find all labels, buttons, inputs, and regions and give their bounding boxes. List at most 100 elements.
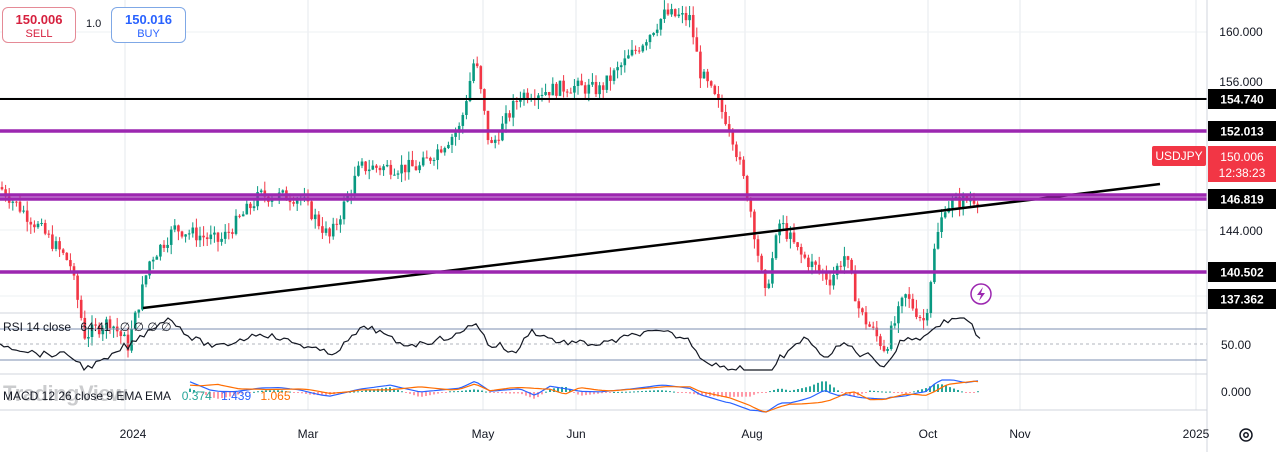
macd-histogram-bar: [933, 384, 935, 392]
time-tick-label: 2025: [1183, 427, 1210, 441]
candle-body: [119, 331, 123, 337]
macd-histogram-bar: [885, 391, 887, 393]
candle-body: [810, 261, 814, 268]
event-marker[interactable]: [970, 283, 992, 305]
macd-histogram-bar: [581, 392, 583, 396]
candle-body: [497, 139, 501, 141]
macd-histogram-bar: [537, 392, 539, 398]
macd-histogram-bar: [309, 392, 311, 395]
horizontal-levels[interactable]: [0, 98, 1207, 274]
settings-gear-icon[interactable]: [1236, 425, 1256, 445]
candle-body: [972, 200, 976, 204]
lightning-icon[interactable]: [970, 283, 992, 305]
macd-histogram-bar: [949, 387, 951, 392]
candle-body: [915, 308, 918, 317]
macd-histogram-bar: [809, 386, 811, 392]
candle-body: [472, 63, 475, 81]
candle-body: [879, 336, 882, 347]
rsi-legend[interactable]: RSI 14 close 64.41 ∅ ∅ ∅ ∅: [3, 320, 172, 334]
rsi-tick-label: 50.00: [1221, 338, 1251, 352]
macd-histogram-bar: [193, 390, 195, 392]
candle-body: [853, 273, 857, 302]
price-badge-bg: [1208, 146, 1276, 182]
candle-body: [652, 32, 655, 36]
price-tick-label: 156.000: [1219, 75, 1263, 89]
candle-body: [738, 157, 742, 160]
candle-body: [958, 197, 961, 208]
candle-body: [637, 50, 641, 52]
candle-body: [767, 283, 771, 288]
macd-histogram-bar: [297, 392, 299, 393]
macd-histogram-bar: [861, 392, 863, 394]
candle-body: [825, 272, 828, 280]
candle-body: [177, 225, 180, 232]
macd-histogram-bar: [529, 392, 531, 398]
macd-histogram-bar: [525, 392, 527, 396]
candle-body: [144, 275, 148, 285]
symbol-badge: USDJPY: [1152, 146, 1206, 166]
candle-body: [54, 241, 58, 249]
candle-body: [328, 228, 331, 237]
macd-histogram-bar: [273, 390, 275, 392]
time-tick-label: Nov: [1009, 427, 1030, 441]
candle-body: [601, 85, 605, 90]
macd-histogram-bar: [625, 391, 627, 393]
macd-histogram-bar: [673, 391, 675, 393]
candle-body: [760, 255, 763, 270]
price-axis[interactable]: 160.000 156.000 144.000 50.00 0.000 154.740 15…: [1206, 0, 1280, 452]
macd-histogram-bar: [593, 392, 595, 395]
macd-histogram-bar: [645, 390, 647, 392]
candle-body: [97, 325, 101, 335]
macd-histogram-bar: [657, 390, 659, 392]
time-tick-label: Mar: [298, 427, 319, 441]
macd-histogram-bar: [825, 381, 827, 392]
countdown-label: 12:38:23: [1219, 166, 1266, 180]
sell-button[interactable]: 150.006 SELL: [2, 7, 76, 43]
candle-body: [162, 244, 166, 248]
candle-body: [537, 95, 540, 100]
candle-body: [515, 101, 519, 103]
price-badge: 150.006 12:38:23: [1208, 146, 1276, 182]
time-axis[interactable]: 2024 Mar May Jun Aug Oct Nov 2025: [120, 427, 1210, 441]
candle-body: [331, 223, 335, 237]
macd-histogram-bar: [945, 385, 947, 392]
candle-body: [933, 248, 936, 283]
candle-body: [886, 348, 889, 351]
candle-body: [69, 260, 72, 267]
macd-histogram-bar: [841, 392, 843, 393]
trendline[interactable]: [142, 182, 1161, 310]
candle-body: [151, 259, 155, 262]
macd-histogram-bar: [805, 387, 807, 392]
candle-body: [382, 166, 385, 171]
candle-body: [76, 275, 79, 300]
buy-button[interactable]: 150.016 BUY: [111, 7, 186, 43]
macd-histogram-bar: [197, 391, 199, 393]
macd-histogram-bar: [929, 386, 931, 392]
rsi-line: [0, 317, 981, 372]
macd-histogram-bar: [757, 392, 759, 394]
macd-histogram-bar: [637, 391, 639, 393]
candle-body: [591, 81, 594, 85]
candle-body: [576, 80, 580, 86]
candle-body: [803, 254, 807, 258]
chart-grid: [0, 0, 1207, 411]
ascending-trendline[interactable]: [142, 182, 1161, 310]
macd-histogram-bar: [213, 392, 215, 398]
macd-histogram-bar: [513, 392, 515, 394]
candle-body: [447, 144, 450, 149]
axis-bg: [1207, 0, 1280, 452]
macd-legend[interactable]: MACD 12 26 close 9 EMA EMA 0.374 1.439 1…: [3, 389, 291, 403]
macd-histogram-bar: [505, 392, 507, 394]
level-price-label: 154.740: [1220, 93, 1264, 107]
candle-body: [969, 200, 972, 202]
candle-body: [479, 66, 483, 90]
candle-body: [655, 29, 659, 33]
macd-histogram-bar: [597, 392, 599, 394]
macd-histogram-bar: [485, 391, 487, 393]
candle-body: [292, 202, 295, 204]
macd-histogram-bar: [837, 390, 839, 392]
candle-body: [573, 85, 576, 93]
signal-line: [189, 380, 979, 413]
quantity-value[interactable]: 1.0: [86, 18, 102, 30]
